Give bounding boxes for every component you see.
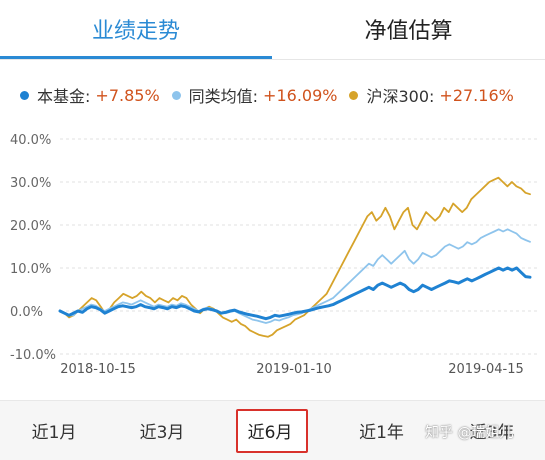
y-tick-label: 20.0% <box>10 219 51 234</box>
legend-value: +7.85% <box>95 85 160 105</box>
legend-name: 本基金: <box>37 87 91 106</box>
chart-legend: 本基金: +7.85% 同类均值: +16.09% 沪深300: +27.16% <box>20 84 526 106</box>
divider <box>0 59 545 60</box>
tab-estimate[interactable]: 净值估算 <box>364 19 453 44</box>
legend-value: +16.09% <box>263 85 338 105</box>
period-1y[interactable]: 近1年 <box>359 423 404 443</box>
y-tick-label: 10.0% <box>10 262 51 277</box>
performance-line-chart: 40.0% 30.0% 20.0% 10.0% 0.0% -10.0% 2018-10-15… <box>10 133 540 377</box>
x-tick-label: 2019-01-10 <box>256 362 332 377</box>
legend-dot-icon <box>349 90 359 100</box>
watermark: 知乎 @瑞姐儿 <box>425 425 514 441</box>
legend-item-csi300: 沪深300: +27.16% <box>349 83 514 107</box>
active-tab-indicator <box>0 56 272 59</box>
legend-dot-icon <box>171 90 181 100</box>
active-period-highlight <box>236 409 308 453</box>
legend-name: 沪深300: <box>366 87 435 106</box>
period-1m[interactable]: 近1月 <box>31 423 77 443</box>
series-line-fund <box>58 266 532 321</box>
legend-item-peer-average: 同类均值: +16.09% <box>171 83 338 107</box>
y-tick-label: 30.0% <box>10 176 51 191</box>
period-selector: 近1月 近3月 近6月 近1年 近3年 <box>0 400 545 460</box>
x-tick-label: 2019-04-15 <box>448 362 524 377</box>
y-tick-label: 0.0% <box>10 305 43 320</box>
series-line-csi300 <box>59 176 531 338</box>
x-tick-label: 2018-10-15 <box>60 362 136 377</box>
legend-value: +27.16% <box>439 85 514 105</box>
period-3m[interactable]: 近3月 <box>139 423 185 443</box>
period-6m[interactable]: 近6月 <box>247 423 293 443</box>
tab-performance[interactable]: 业绩走势 <box>91 19 180 44</box>
y-tick-label: 40.0% <box>10 133 51 148</box>
legend-item-fund: 本基金: +7.85% <box>20 83 160 107</box>
legend-dot-icon <box>20 90 29 100</box>
y-tick-label: -10.0% <box>10 348 56 363</box>
legend-name: 同类均值: <box>188 87 259 106</box>
series-line-peer-average <box>59 228 531 324</box>
period-3y[interactable]: 近3年 <box>469 423 515 443</box>
chart-tabs: 业绩走势 净值估算 <box>0 0 545 59</box>
